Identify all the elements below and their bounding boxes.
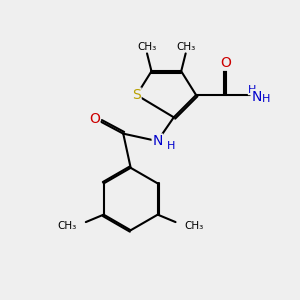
Text: CH₃: CH₃ xyxy=(58,220,77,231)
Text: H: H xyxy=(167,141,175,152)
Text: N: N xyxy=(251,89,262,103)
Text: CH₃: CH₃ xyxy=(137,42,157,52)
Text: N: N xyxy=(152,134,163,148)
Text: CH₃: CH₃ xyxy=(176,42,195,52)
Text: H: H xyxy=(248,85,257,95)
Text: H: H xyxy=(262,94,270,104)
Text: O: O xyxy=(89,112,100,126)
Text: S: S xyxy=(132,88,141,102)
Text: CH₃: CH₃ xyxy=(184,220,204,231)
Text: O: O xyxy=(220,56,231,70)
